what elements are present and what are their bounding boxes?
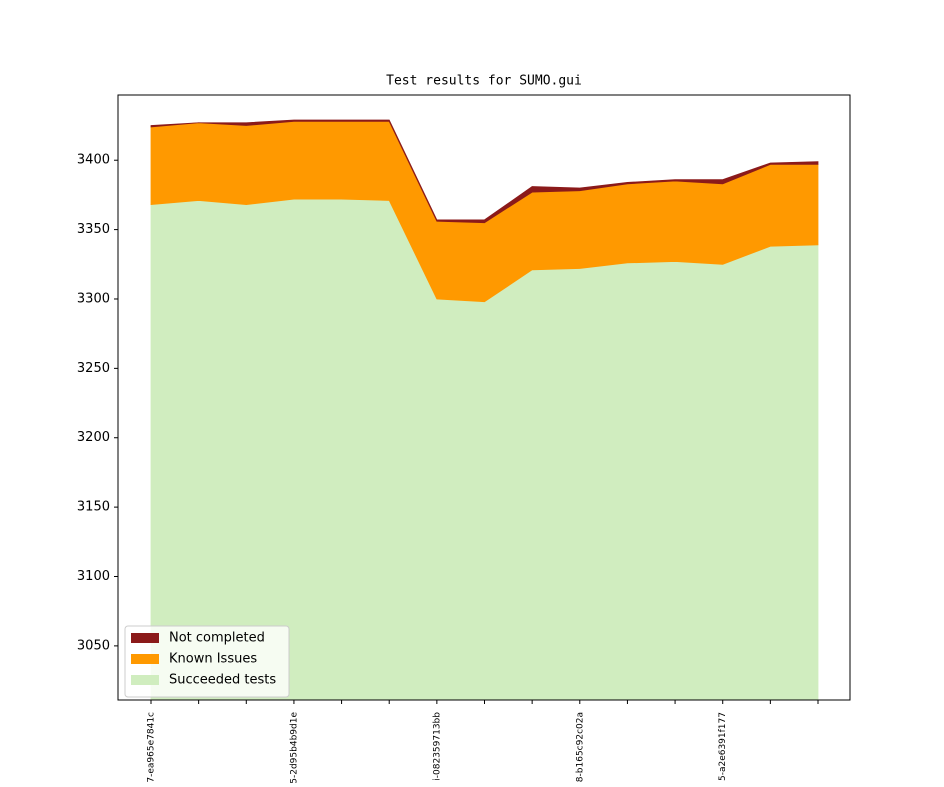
legend-swatch: [131, 675, 159, 685]
y-tick-label: 3400: [77, 153, 110, 168]
legend-swatch: [131, 654, 159, 664]
legend-label: Known Issues: [169, 652, 257, 667]
x-tick-label: 7-ea965e7841c: [147, 712, 157, 783]
y-tick-label: 3200: [77, 430, 110, 445]
y-tick-label: 3300: [77, 291, 110, 306]
y-tick-label: 3150: [77, 500, 110, 515]
legend-label: Succeeded tests: [169, 673, 276, 688]
x-tick-label: 5-a2e6391f177: [718, 712, 728, 781]
chart-title: Test results for SUMO.gui: [386, 74, 582, 89]
x-tick-label: 8-b165c92c02a: [575, 712, 585, 782]
legend: Not completed Known Issues Succeeded tests: [124, 625, 290, 698]
x-tick-label: i-082359713bb: [432, 712, 442, 781]
y-tick-label: 3350: [77, 222, 110, 237]
y-tick-label: 3250: [77, 361, 110, 376]
legend-label: Not completed: [169, 631, 265, 646]
legend-swatch: [131, 633, 159, 643]
y-tick-label: 3100: [77, 569, 110, 584]
y-tick-label: 3050: [77, 638, 110, 653]
legend-frame: [124, 625, 290, 698]
area: [150, 119, 819, 224]
x-tick-label: 5-2d95b4b9d1e: [289, 712, 299, 784]
